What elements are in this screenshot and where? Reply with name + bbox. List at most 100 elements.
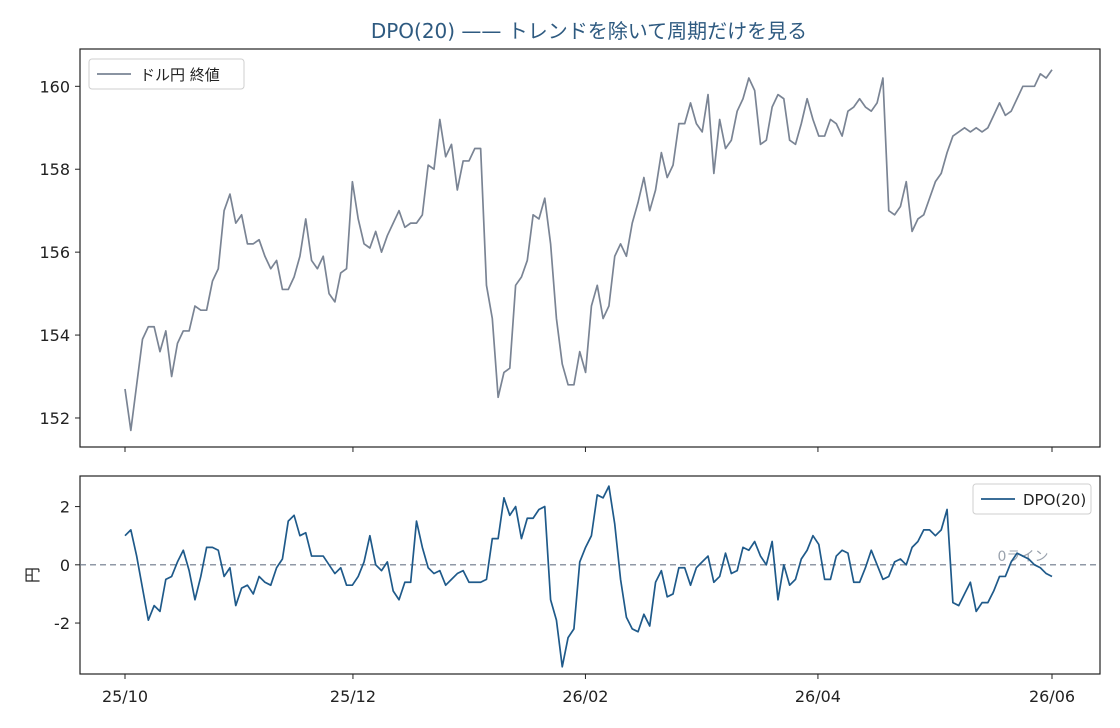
data-point [713, 581, 715, 583]
data-point [229, 567, 231, 569]
data-point [742, 547, 744, 549]
data-point [322, 255, 324, 257]
data-point [806, 549, 808, 551]
data-point [585, 372, 587, 374]
data-point [200, 576, 202, 578]
data-point [322, 555, 324, 557]
chart-title: DPO(20) —— トレンドを除いて周期だけを見る [371, 19, 807, 43]
data-point [981, 602, 983, 604]
data-point [888, 576, 890, 578]
data-point [1034, 564, 1036, 566]
data-point [422, 547, 424, 549]
data-point [252, 593, 254, 595]
data-point [148, 326, 150, 328]
data-point [317, 268, 319, 270]
data-point [159, 611, 161, 613]
data-point [387, 561, 389, 563]
data-point [684, 567, 686, 569]
data-point [369, 247, 371, 249]
data-point [917, 218, 919, 220]
data-point [532, 517, 534, 519]
data-point [270, 268, 272, 270]
data-point [1051, 69, 1053, 71]
data-point [258, 576, 260, 578]
data-point [678, 123, 680, 125]
data-point [801, 123, 803, 125]
data-point [655, 189, 657, 191]
data-point [917, 541, 919, 543]
data-point [946, 152, 948, 154]
data-point [363, 243, 365, 245]
data-point [526, 260, 528, 262]
data-point [340, 272, 342, 274]
data-point [748, 77, 750, 79]
data-point [468, 160, 470, 162]
data-point [410, 581, 412, 583]
data-point [591, 305, 593, 307]
data-point [1005, 576, 1007, 578]
data-point [223, 576, 225, 578]
data-point [427, 164, 429, 166]
data-point [171, 576, 173, 578]
data-point [124, 535, 126, 537]
data-point [258, 239, 260, 241]
data-point [515, 285, 517, 287]
data-point [602, 318, 604, 320]
data-point [521, 276, 523, 278]
data-point [550, 243, 552, 245]
data-point [801, 558, 803, 560]
data-point [153, 326, 155, 328]
data-point [923, 529, 925, 531]
x-tick-label: 26/02 [562, 687, 608, 706]
data-point [194, 305, 196, 307]
data-point [410, 222, 412, 224]
data-point [212, 547, 214, 549]
data-point [462, 570, 464, 572]
data-point [136, 555, 138, 557]
data-point [725, 552, 727, 554]
price-panel: 152 154 156 158 160 ドル円 終値 [39, 48, 1101, 452]
data-point [643, 177, 645, 179]
data-point [631, 628, 633, 630]
data-point [282, 289, 284, 291]
data-point [835, 123, 837, 125]
data-point [859, 98, 861, 100]
data-point [690, 102, 692, 104]
data-point [876, 564, 878, 566]
data-point [596, 285, 598, 287]
data-point [1010, 561, 1012, 563]
y-tick-label: 160 [39, 77, 70, 96]
data-point [346, 584, 348, 586]
data-point [328, 293, 330, 295]
data-point [165, 579, 167, 581]
data-point [398, 599, 400, 601]
data-point [457, 573, 459, 575]
data-point [1028, 558, 1030, 560]
data-point [958, 605, 960, 607]
legend-label: ドル円 終値 [140, 66, 220, 84]
data-point [1022, 86, 1024, 88]
data-point [404, 226, 406, 228]
data-point [929, 197, 931, 199]
dpo-line [124, 485, 1053, 668]
data-point [742, 98, 744, 100]
y-tick-label: 154 [39, 326, 70, 345]
data-point [503, 372, 505, 374]
data-point [783, 98, 785, 100]
data-point [282, 558, 284, 560]
data-point [451, 579, 453, 581]
data-point [241, 587, 243, 589]
data-point [754, 541, 756, 543]
y-tick-label: 156 [39, 243, 70, 262]
data-point [795, 579, 797, 581]
data-point [812, 119, 814, 121]
data-point [299, 255, 301, 257]
data-point [602, 497, 604, 499]
data-point [509, 367, 511, 369]
data-point [585, 547, 587, 549]
data-point [643, 614, 645, 616]
data-point [142, 338, 144, 340]
data-point [293, 276, 295, 278]
data-point [217, 549, 219, 551]
data-point [212, 280, 214, 282]
